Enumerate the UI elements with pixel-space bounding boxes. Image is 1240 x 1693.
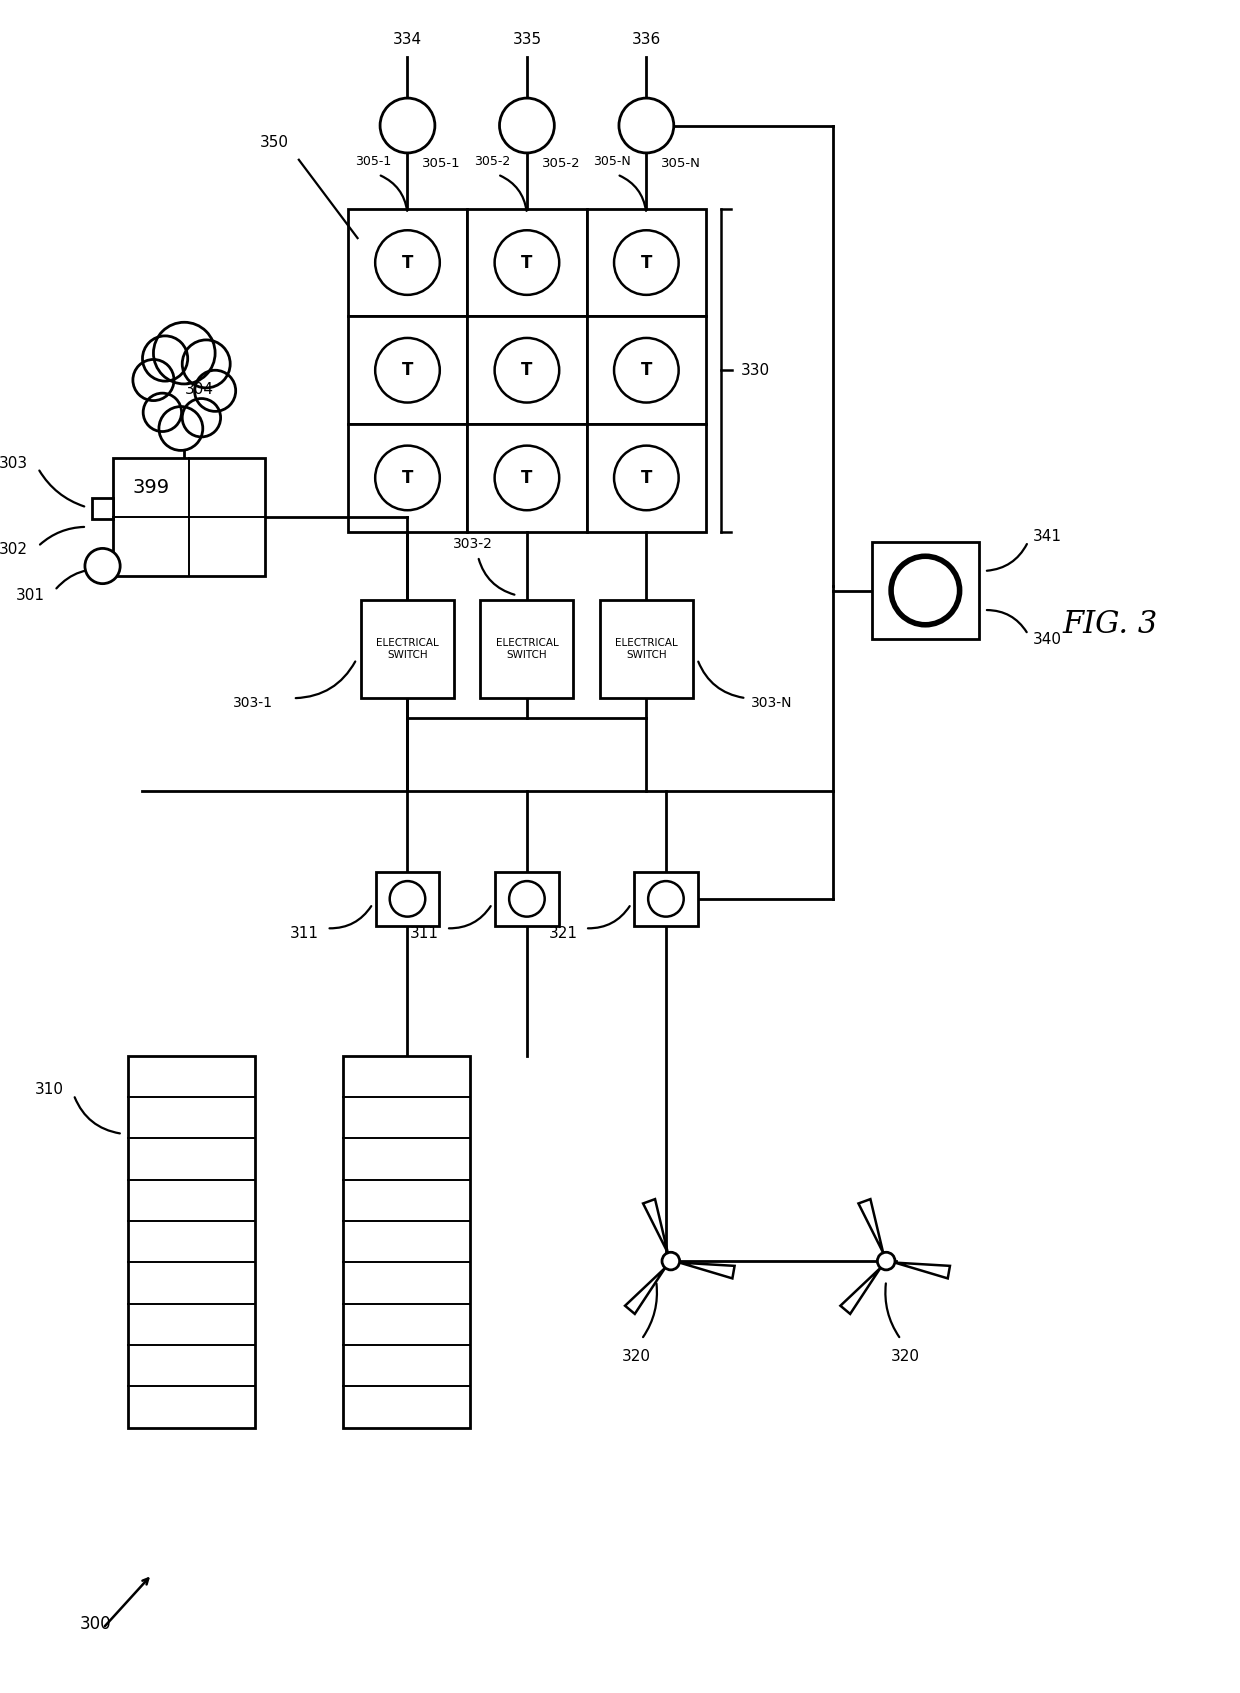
Text: T: T: [641, 469, 652, 488]
Bar: [113, 459, 265, 576]
Text: 303-1: 303-1: [233, 696, 273, 709]
Text: T: T: [521, 254, 533, 271]
Text: 311: 311: [290, 926, 319, 941]
Text: ELECTRICAL
SWITCH: ELECTRICAL SWITCH: [615, 638, 678, 660]
Circle shape: [495, 230, 559, 295]
Text: 330: 330: [740, 362, 770, 378]
Text: 335: 335: [512, 32, 542, 47]
Circle shape: [381, 98, 435, 152]
Bar: [587, 317, 706, 423]
Bar: [480, 601, 573, 698]
Text: 301: 301: [16, 587, 45, 603]
Polygon shape: [680, 1263, 734, 1278]
Polygon shape: [841, 1268, 880, 1314]
Text: T: T: [641, 254, 652, 271]
Bar: [587, 423, 706, 532]
Text: ELECTRICAL
SWITCH: ELECTRICAL SWITCH: [376, 638, 439, 660]
Text: 399: 399: [133, 477, 170, 498]
Circle shape: [389, 880, 425, 916]
Ellipse shape: [157, 359, 212, 423]
Text: 305-1: 305-1: [422, 156, 461, 169]
Bar: [600, 601, 693, 698]
Bar: [872, 542, 980, 640]
Text: T: T: [641, 361, 652, 379]
Circle shape: [376, 445, 440, 510]
Circle shape: [662, 1253, 680, 1270]
Text: 340: 340: [1033, 631, 1061, 647]
Text: 303-2: 303-2: [453, 537, 494, 552]
Circle shape: [510, 880, 544, 916]
Text: 320: 320: [892, 1349, 920, 1365]
Text: 302: 302: [0, 542, 29, 557]
Circle shape: [159, 406, 203, 450]
Polygon shape: [625, 1268, 665, 1314]
Text: T: T: [521, 361, 533, 379]
Circle shape: [614, 339, 678, 403]
Text: 311: 311: [409, 926, 438, 941]
Bar: [495, 872, 559, 926]
Bar: [347, 317, 467, 423]
Circle shape: [495, 445, 559, 510]
Circle shape: [84, 549, 120, 584]
Text: 350: 350: [259, 135, 289, 151]
Circle shape: [614, 445, 678, 510]
Text: T: T: [402, 361, 413, 379]
Text: T: T: [402, 254, 413, 271]
Circle shape: [376, 230, 440, 295]
Bar: [634, 872, 698, 926]
Circle shape: [892, 557, 960, 625]
Bar: [92, 498, 113, 520]
Bar: [467, 317, 587, 423]
Polygon shape: [895, 1263, 950, 1278]
Text: 300: 300: [79, 1615, 112, 1634]
Circle shape: [133, 359, 174, 401]
Circle shape: [182, 398, 221, 437]
Text: 305-N: 305-N: [593, 154, 631, 168]
Text: 303: 303: [0, 455, 29, 471]
Polygon shape: [858, 1199, 883, 1253]
Bar: [467, 208, 587, 317]
Circle shape: [649, 880, 683, 916]
Text: 334: 334: [393, 32, 422, 47]
Text: 341: 341: [1033, 530, 1061, 543]
Circle shape: [619, 98, 673, 152]
Circle shape: [376, 339, 440, 403]
Text: 303-N: 303-N: [751, 696, 792, 709]
Circle shape: [495, 339, 559, 403]
Bar: [361, 601, 454, 698]
Bar: [347, 423, 467, 532]
Bar: [343, 1055, 470, 1427]
Text: 320: 320: [622, 1349, 651, 1365]
Text: 305-2: 305-2: [542, 156, 580, 169]
Bar: [128, 1055, 254, 1427]
Text: FIG. 3: FIG. 3: [1063, 609, 1158, 640]
Text: 305-2: 305-2: [475, 154, 511, 168]
Text: 305-1: 305-1: [355, 154, 392, 168]
Polygon shape: [644, 1199, 668, 1253]
Text: 304: 304: [185, 383, 213, 398]
Bar: [587, 208, 706, 317]
Text: ELECTRICAL
SWITCH: ELECTRICAL SWITCH: [496, 638, 558, 660]
Bar: [376, 872, 439, 926]
Text: 310: 310: [35, 1082, 64, 1097]
Bar: [467, 423, 587, 532]
Text: T: T: [402, 469, 413, 488]
Circle shape: [500, 98, 554, 152]
Text: 305-N: 305-N: [661, 156, 701, 169]
Circle shape: [614, 230, 678, 295]
Circle shape: [143, 335, 187, 381]
Text: T: T: [521, 469, 533, 488]
Circle shape: [195, 371, 236, 411]
Circle shape: [182, 340, 231, 388]
Text: 321: 321: [548, 926, 578, 941]
Bar: [347, 208, 467, 317]
Circle shape: [878, 1253, 895, 1270]
Circle shape: [154, 322, 215, 384]
Text: 336: 336: [631, 32, 661, 47]
Circle shape: [143, 393, 181, 432]
